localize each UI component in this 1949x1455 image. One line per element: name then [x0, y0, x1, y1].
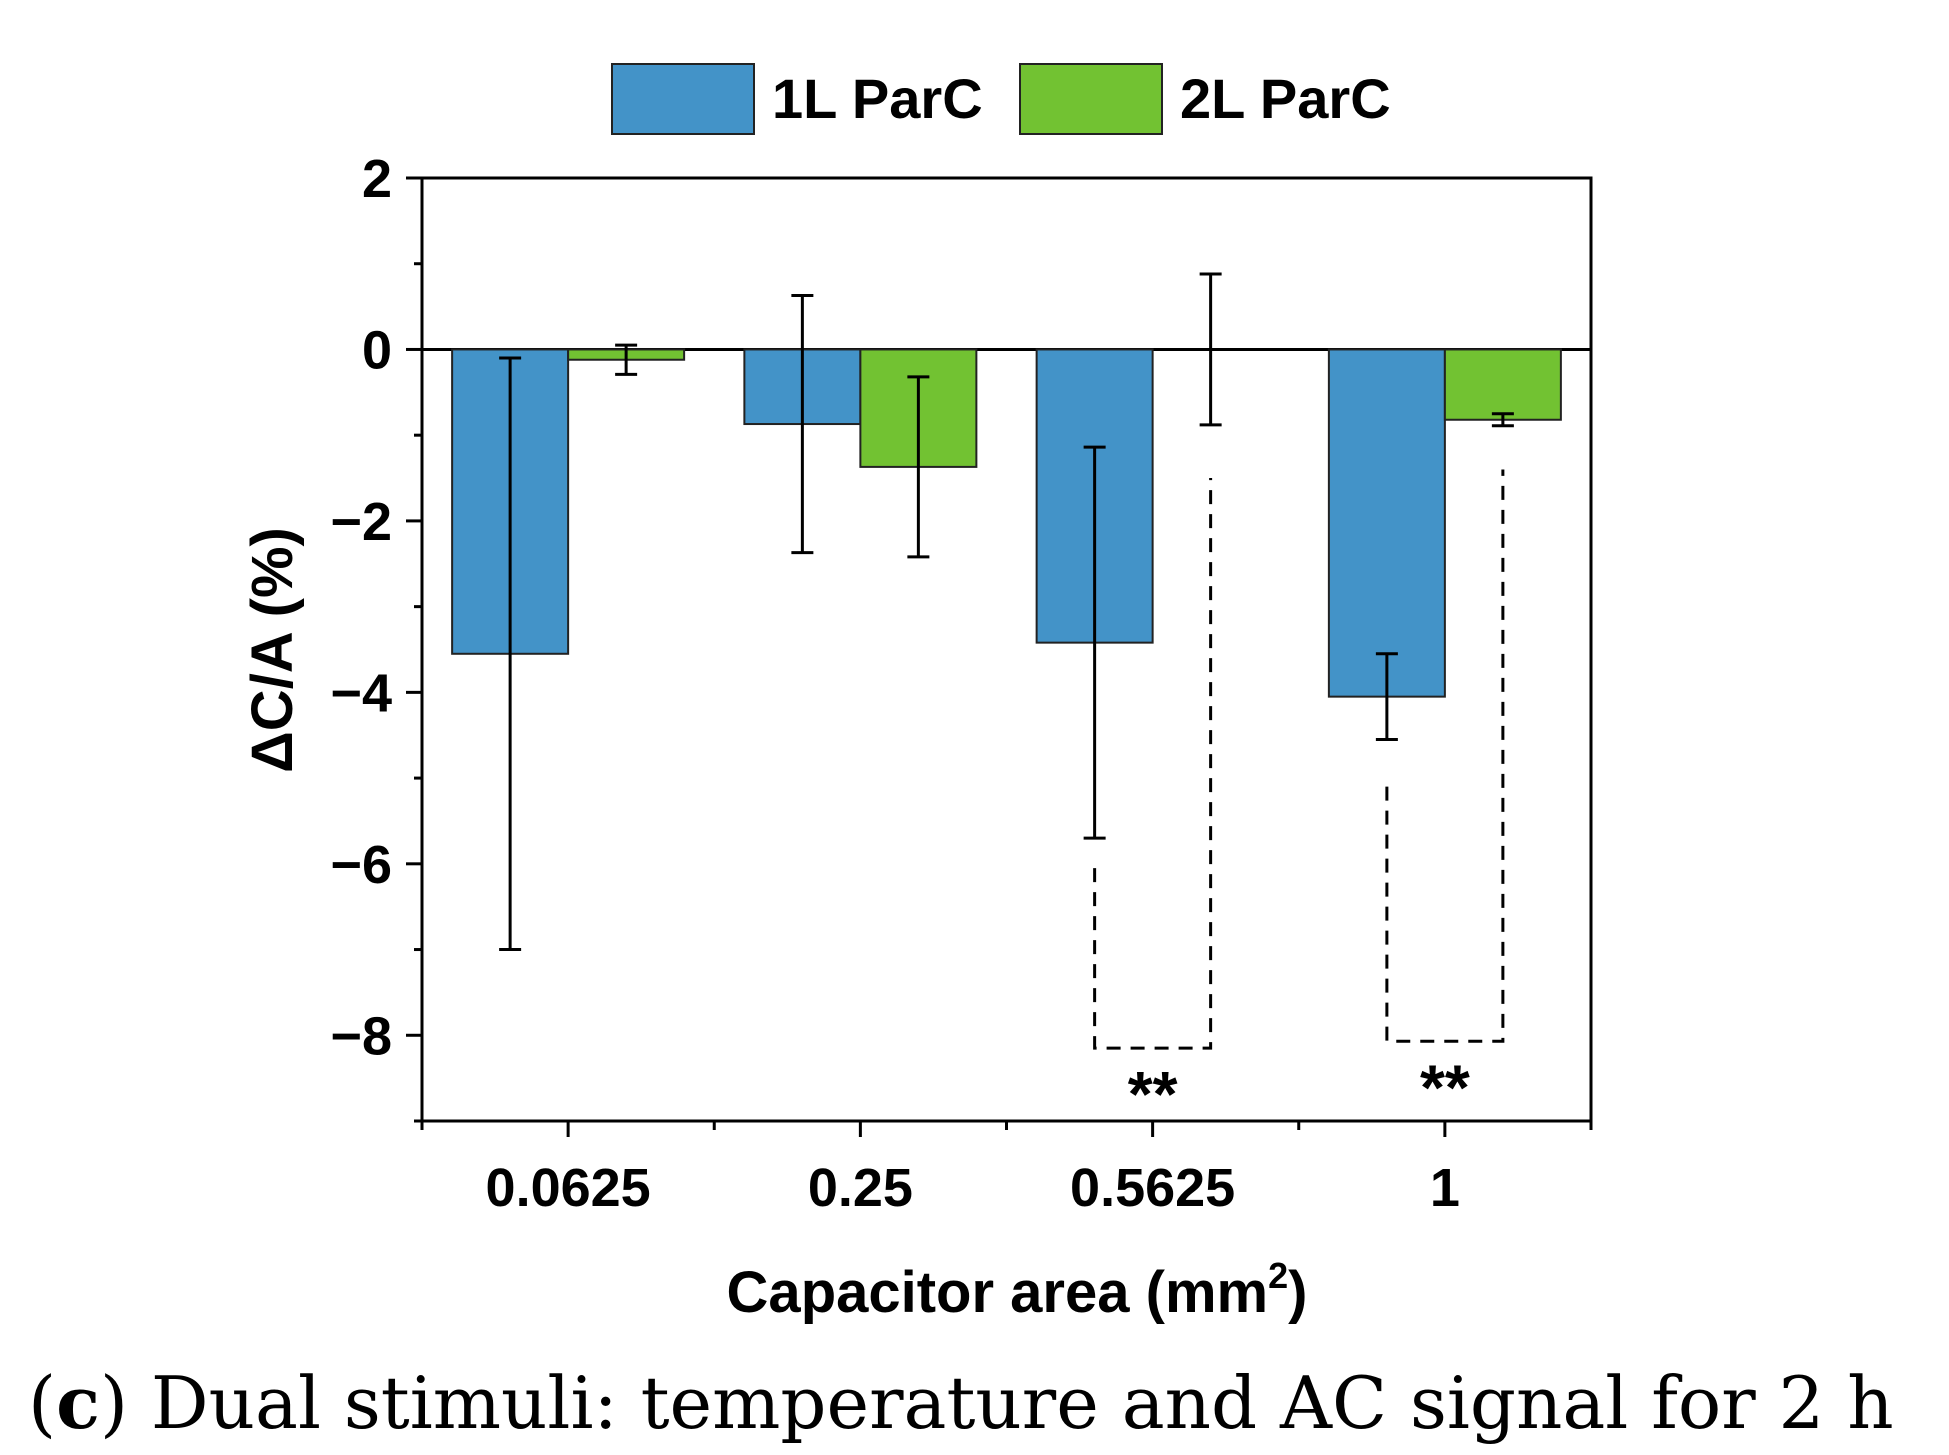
x-tick-label: 0.5625	[1070, 1158, 1235, 1218]
bars	[451, 348, 1562, 698]
y-tick-label: −8	[330, 1006, 392, 1066]
y-axis: 2 0 −2 −4 −6 −8	[330, 149, 422, 1123]
legend-swatch-1l-parc	[611, 63, 755, 135]
x-axis-title-suffix: )	[1288, 1260, 1307, 1325]
x-tick-label: 0.25	[808, 1158, 913, 1218]
figure-caption: (c) Dual stimuli: temperature and AC sig…	[28, 1360, 1894, 1445]
bar-2l-3	[1443, 348, 1562, 421]
bar-1l-3	[1327, 348, 1446, 698]
significance-label-1: **	[1420, 1051, 1470, 1123]
y-tick-label: −4	[330, 663, 392, 723]
significance-bracket-0	[1093, 478, 1213, 1050]
y-tick-label: 0	[362, 320, 392, 380]
significance-bracket-1	[1385, 469, 1505, 1043]
x-axis-title-superscript: 2	[1268, 1255, 1288, 1296]
legend-label-1l-parc: 1L ParC	[772, 67, 983, 130]
y-axis-title: ΔC/A (%)	[240, 527, 305, 773]
legend-label-2l-parc: 2L ParC	[1180, 67, 1391, 130]
y-tick-label: −2	[330, 492, 392, 552]
x-axis-title-main: Capacitor area (mm	[727, 1260, 1269, 1325]
x-tick-label: 0.0625	[486, 1158, 651, 1218]
significance-label-0: **	[1128, 1058, 1178, 1130]
x-tick-label: 1	[1430, 1158, 1460, 1218]
x-axis: 0.0625 0.25 0.5625 1	[420, 1121, 1593, 1218]
caption-text: Dual stimuli: temperature and AC signal …	[151, 1361, 1894, 1445]
y-tick-label: 2	[362, 149, 392, 209]
legend-swatch-2l-parc	[1019, 63, 1163, 135]
y-tick-label: −6	[330, 835, 392, 895]
error-bars	[499, 272, 1514, 952]
x-axis-title: Capacitor area (mm2)	[727, 1255, 1308, 1325]
caption-letter: c	[56, 1360, 100, 1445]
significance-markers: ** **	[1093, 469, 1505, 1130]
legend: 1L ParC 2L ParC	[611, 63, 1391, 135]
